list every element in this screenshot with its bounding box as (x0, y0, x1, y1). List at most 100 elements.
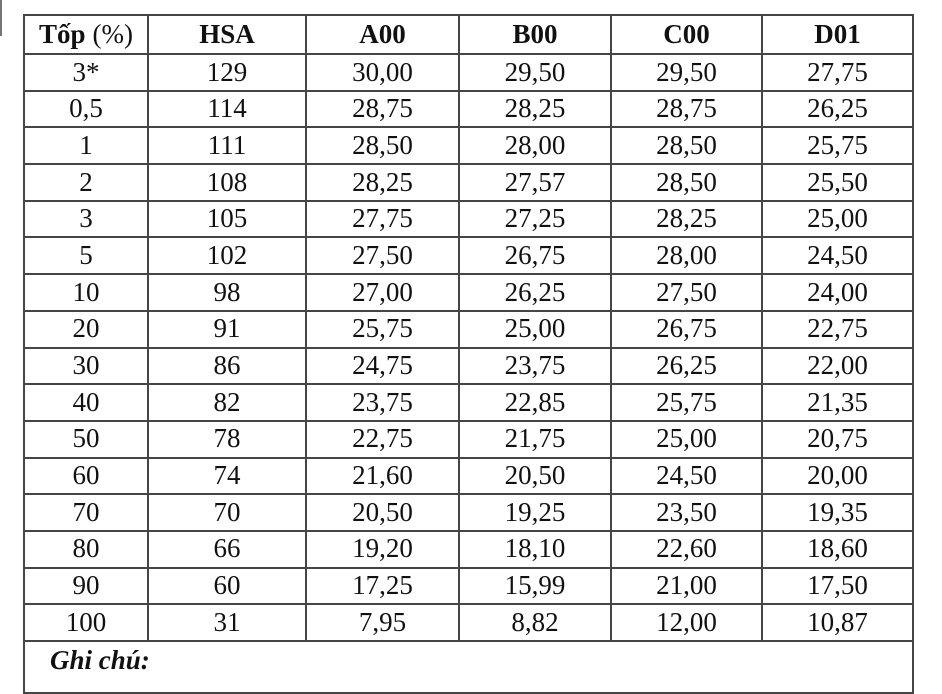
table-cell: 21,60 (305, 456, 460, 496)
table-cell: 25,75 (305, 309, 460, 349)
table-cell: 26,25 (761, 89, 914, 129)
table-cell: 26,75 (458, 236, 612, 276)
table-cell: 17,50 (761, 566, 914, 606)
header-top-bold-text: Tốp (38, 18, 86, 49)
table-cell: 90 (23, 566, 149, 606)
table-cell: 22,00 (761, 346, 914, 386)
table-cell: 22,75 (305, 419, 460, 459)
table-cell: 10 (23, 273, 149, 312)
table-cell: 60 (23, 456, 149, 496)
table-cell: 66 (147, 529, 307, 569)
table-cell: 28,50 (305, 126, 460, 166)
table-cell: 40 (23, 383, 149, 422)
table-row: 1 111 28,50 28,00 28,50 25,75 (23, 126, 914, 166)
table-cell: 1 (23, 126, 149, 166)
table-cell: 31 (147, 603, 307, 642)
table-cell: 28,25 (458, 89, 612, 129)
table-cell: 50 (23, 419, 149, 459)
table-cell: 27,50 (610, 273, 763, 312)
table-row: 20 91 25,75 25,00 26,75 22,75 (23, 309, 914, 349)
table-cell: 24,50 (761, 236, 914, 276)
table-row: 3 105 27,75 27,25 28,25 25,00 (23, 199, 914, 239)
table-cell: 30,00 (305, 53, 460, 92)
table-cell: 27,75 (305, 199, 460, 239)
table-cell: 26,75 (610, 309, 763, 349)
table-cell: 20 (23, 309, 149, 349)
table-row: 30 86 24,75 23,75 26,25 22,00 (23, 346, 914, 386)
score-conversion-table: Tốp (%) HSA A00 B00 C00 D01 3* 129 30,00 29,… (23, 14, 914, 694)
table-cell: 27,50 (305, 236, 460, 276)
table-cell: 25,50 (761, 163, 914, 202)
table-cell: 25,75 (610, 383, 763, 422)
table-cell: 100 (23, 603, 149, 642)
table-cell: 28,50 (610, 126, 763, 166)
table-cell: 21,75 (458, 419, 612, 459)
table-row: 60 74 21,60 20,50 24,50 20,00 (23, 456, 914, 496)
table-cell: 27,25 (458, 199, 612, 239)
table-cell: 29,50 (610, 53, 763, 92)
table-cell: 20,50 (458, 456, 612, 496)
table-row: 2 108 28,25 27,57 28,50 25,50 (23, 163, 914, 202)
table-cell: 23,50 (610, 493, 763, 532)
table-cell: 12,00 (610, 603, 763, 642)
table-cell: 25,75 (761, 126, 914, 166)
table-cell: 20,00 (761, 456, 914, 496)
table-cell: 17,25 (305, 566, 460, 606)
table-cell: 19,20 (305, 529, 460, 569)
table-cell: 22,75 (761, 309, 914, 349)
table-cell: 27,57 (458, 163, 612, 202)
table-cell: 25,00 (761, 199, 914, 239)
table-cell: 28,25 (305, 163, 460, 202)
table-cell: 70 (23, 493, 149, 532)
table-cell: 27,75 (761, 53, 914, 92)
table-row: 70 70 20,50 19,25 23,50 19,35 (23, 493, 914, 532)
table-cell: 25,00 (458, 309, 612, 349)
table-cell: 24,75 (305, 346, 460, 386)
table-cell: 8,82 (458, 603, 612, 642)
table-cell: 27,00 (305, 273, 460, 312)
table-row: 40 82 23,75 22,85 25,75 21,35 (23, 383, 914, 422)
table-cell: 24,50 (610, 456, 763, 496)
table-cell: 98 (147, 273, 307, 312)
note-row: Ghi chú: (23, 640, 914, 694)
table-row: 80 66 19,20 18,10 22,60 18,60 (23, 529, 914, 569)
table-cell: 19,25 (458, 493, 612, 532)
col-header-a00: A00 (305, 14, 460, 55)
table-cell: 26,25 (458, 273, 612, 312)
table-cell: 114 (147, 89, 307, 129)
table-cell: 28,50 (610, 163, 763, 202)
table-cell: 19,35 (761, 493, 914, 532)
table-cell: 105 (147, 199, 307, 239)
table-cell: 111 (147, 126, 307, 166)
table-cell: 29,50 (458, 53, 612, 92)
table-cell: 23,75 (305, 383, 460, 422)
table-cell: 10,87 (761, 603, 914, 642)
table-cell: 91 (147, 309, 307, 349)
table-cell: 86 (147, 346, 307, 386)
table-cell: 22,85 (458, 383, 612, 422)
table-row: 50 78 22,75 21,75 25,00 20,75 (23, 419, 914, 459)
table-cell: 80 (23, 529, 149, 569)
table-cell: 28,25 (610, 199, 763, 239)
document-page: Tốp (%) HSA A00 B00 C00 D01 3* 129 30,00 29,… (0, 0, 914, 694)
table-cell: 28,00 (610, 236, 763, 276)
table-cell: 0,5 (23, 89, 149, 129)
note-label: Ghi chú: (23, 640, 914, 694)
table-cell: 60 (147, 566, 307, 606)
table-cell: 30 (23, 346, 149, 386)
header-row: Tốp (%) HSA A00 B00 C00 D01 (23, 14, 914, 55)
table-cell: 2 (23, 163, 149, 202)
table-cell: 78 (147, 419, 307, 459)
table-cell: 23,75 (458, 346, 612, 386)
table-cell: 28,00 (458, 126, 612, 166)
table-cell: 20,75 (761, 419, 914, 459)
table-cell: 3 (23, 199, 149, 239)
table-cell: 74 (147, 456, 307, 496)
table-cell: 25,00 (610, 419, 763, 459)
col-header-d01: D01 (761, 14, 914, 55)
table-row: 3* 129 30,00 29,50 29,50 27,75 (23, 53, 914, 92)
table-cell: 18,10 (458, 529, 612, 569)
table-cell: 18,60 (761, 529, 914, 569)
table-cell: 28,75 (305, 89, 460, 129)
table-body: 3* 129 30,00 29,50 29,50 27,75 0,5 114 28,75 28,2… (23, 53, 914, 642)
